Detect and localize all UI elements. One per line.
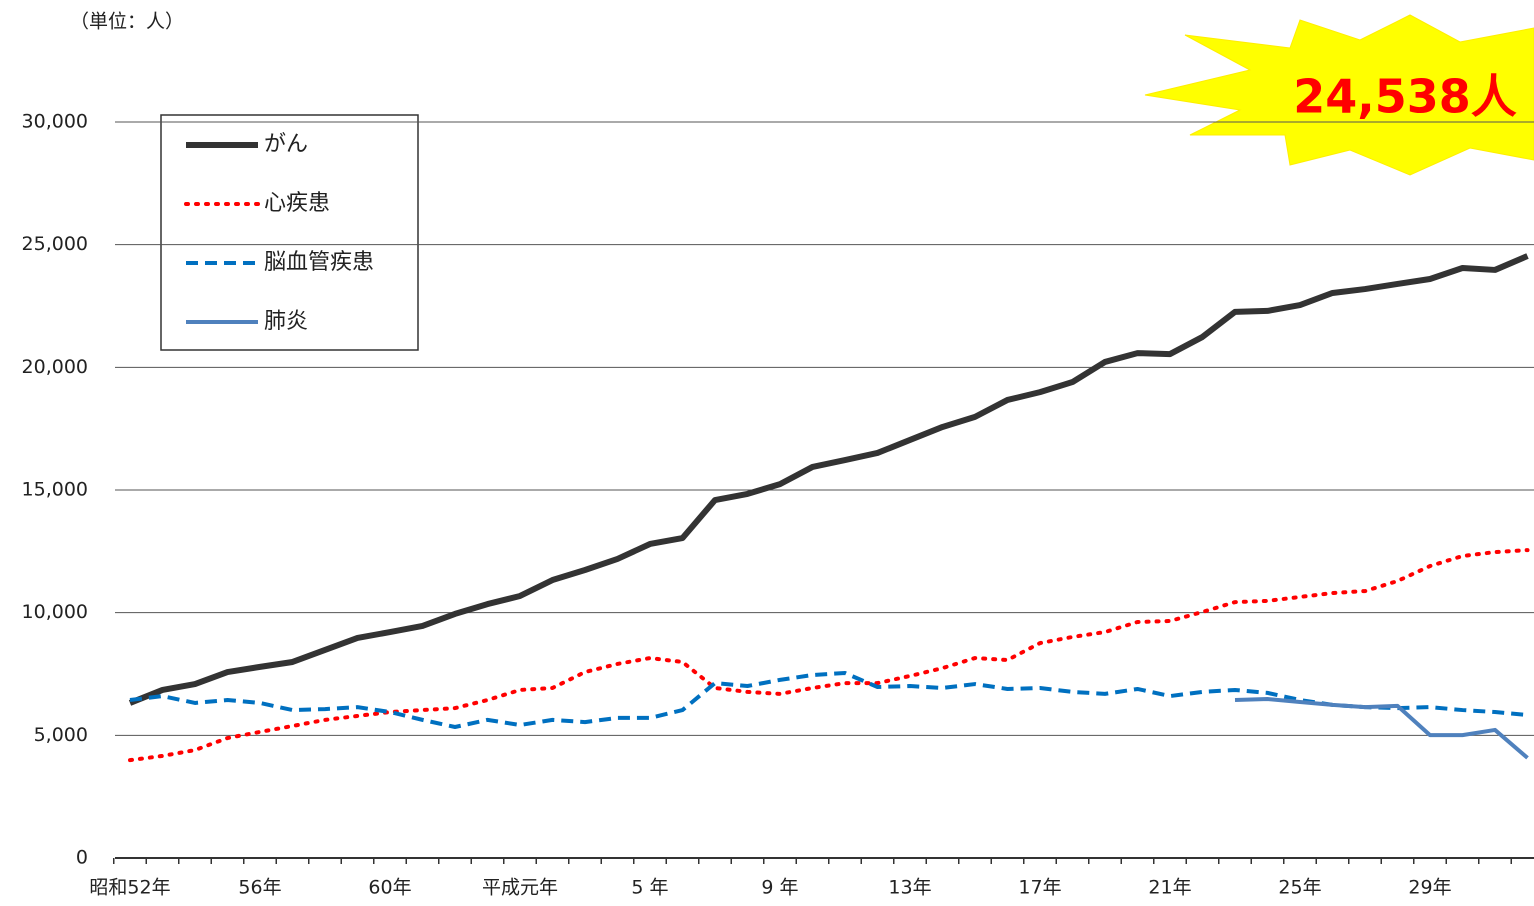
x-tick-label: 56年 bbox=[238, 877, 281, 899]
starburst bbox=[1144, 14, 1534, 176]
legend-label: 肺炎 bbox=[264, 309, 308, 334]
x-tick-label: 昭和52年 bbox=[89, 877, 170, 899]
x-tick-label: 9 年 bbox=[761, 877, 798, 899]
legend-label: 心疾患 bbox=[264, 191, 330, 216]
x-tick-label: 5 年 bbox=[631, 877, 668, 899]
legend-label: 脳血管疾患 bbox=[264, 250, 374, 275]
y-tick-label: 25,000 bbox=[22, 233, 88, 255]
x-tick-label: 17年 bbox=[1018, 877, 1061, 899]
x-tick-label: 21年 bbox=[1148, 877, 1191, 899]
unit-label: （単位：人） bbox=[70, 11, 184, 33]
y-tick-label: 0 bbox=[76, 847, 88, 869]
y-tick-label: 30,000 bbox=[22, 111, 88, 133]
series-line bbox=[128, 548, 1530, 763]
x-tick-label: 29年 bbox=[1408, 877, 1451, 899]
series-line bbox=[1234, 697, 1529, 760]
y-tick-label: 20,000 bbox=[22, 356, 88, 378]
y-tick-label: 10,000 bbox=[22, 601, 88, 623]
annotation: 24,538人 bbox=[1293, 70, 1517, 124]
x-tick-label: 60年 bbox=[368, 877, 411, 899]
legend-label: がん bbox=[264, 132, 308, 157]
x-tick-label: 25年 bbox=[1278, 877, 1321, 899]
y-tick-label: 5,000 bbox=[34, 724, 88, 746]
series-line bbox=[129, 671, 1528, 729]
legend-box bbox=[160, 114, 419, 351]
y-tick-label: 15,000 bbox=[22, 479, 88, 501]
series-line bbox=[128, 253, 1529, 706]
x-tick-label: 13年 bbox=[888, 877, 931, 899]
x-tick-label: 平成元年 bbox=[482, 877, 558, 899]
